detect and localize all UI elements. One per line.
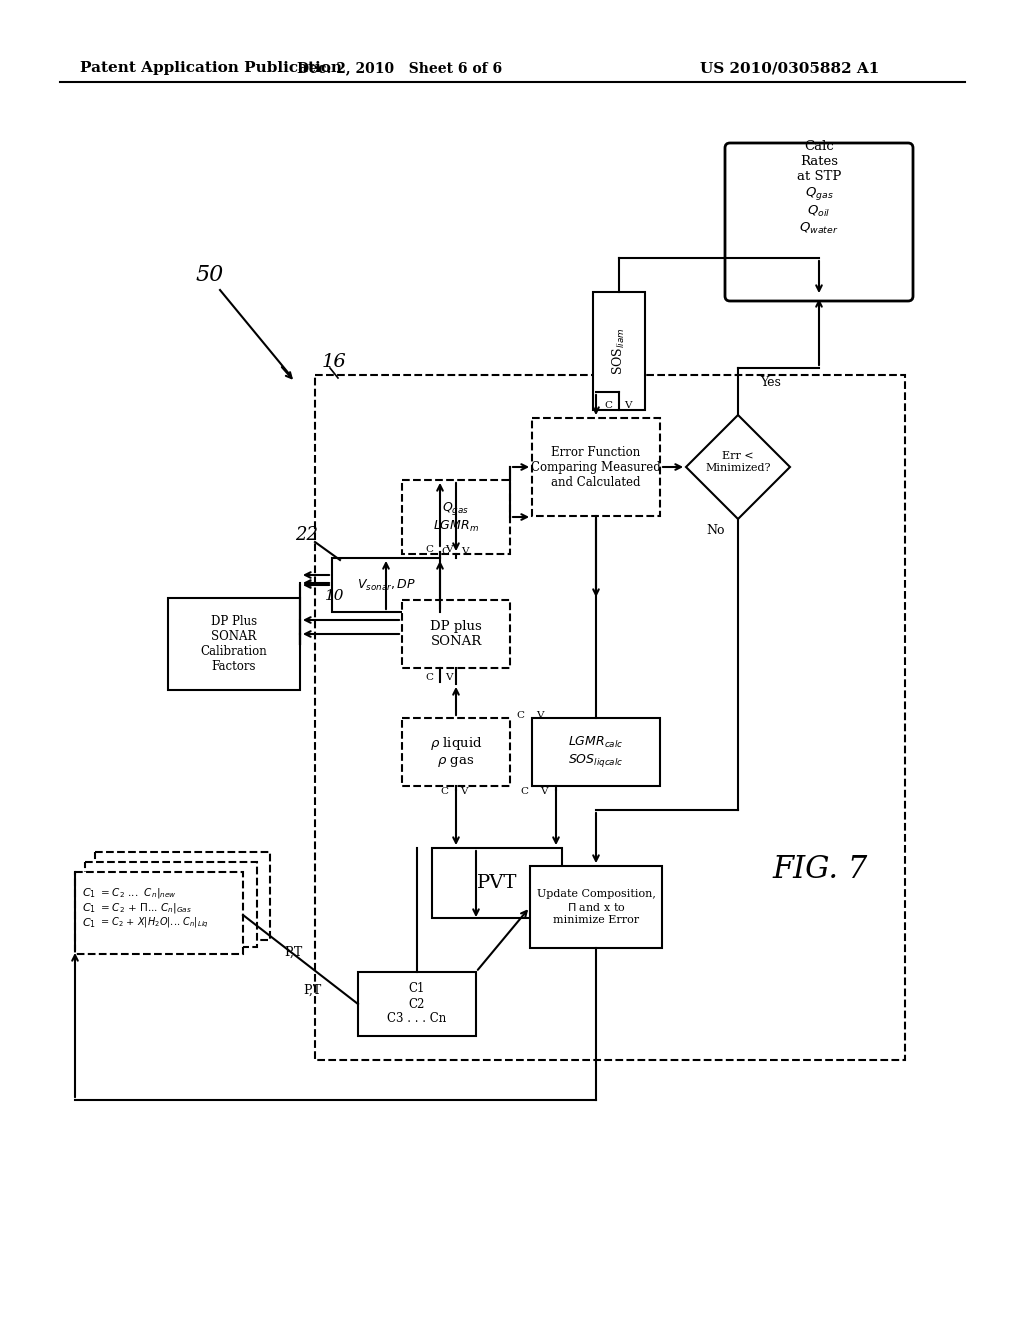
Text: 10: 10 [325,589,344,603]
Text: $V_{sonar},DP$: $V_{sonar},DP$ [356,577,416,593]
Text: P,T: P,T [284,945,302,958]
Text: V: V [624,401,632,411]
Text: C: C [604,401,612,411]
Bar [75,873,243,954]
Text: V: V [461,546,469,556]
Bar [530,866,662,948]
Text: V: V [445,673,453,682]
Text: C: C [441,546,449,556]
Polygon shape [686,414,790,519]
Text: C: C [425,544,433,553]
Bar [168,598,300,690]
Bar [432,847,562,917]
Text: V: V [540,788,548,796]
Bar [85,862,257,946]
Text: Calc
Rates
at STP
$Q_{gas}$
$Q_{oil}$
$Q_{water}$: Calc Rates at STP $Q_{gas}$ $Q_{oil}$ $Q… [797,140,841,236]
Text: Update Composition,
$\Pi$ and x to
minimize Error: Update Composition, $\Pi$ and x to minim… [537,890,655,925]
Text: V: V [536,711,544,721]
Text: DP plus
SONAR: DP plus SONAR [430,620,482,648]
Text: $Q_{gas}$
$LGMR_m$: $Q_{gas}$ $LGMR_m$ [433,500,479,535]
Bar [315,375,905,1060]
Text: = $C_2$ ...  $C_n|_{new}$: = $C_2$ ... $C_n|_{new}$ [100,886,177,900]
Text: $\rho$ liquid
$\rho$ gas: $\rho$ liquid $\rho$ gas [430,735,482,770]
Text: C1
C2
C3 . . . Cn: C1 C2 C3 . . . Cn [387,982,446,1026]
Text: $C_1$: $C_1$ [82,902,96,915]
Text: C: C [425,673,433,682]
Bar [358,972,476,1036]
Text: C: C [516,711,524,721]
Text: C: C [440,788,449,796]
Text: V: V [460,788,468,796]
Text: Err <
Minimized?: Err < Minimized? [706,451,771,473]
Text: $C_1$: $C_1$ [82,916,96,929]
Bar [332,558,440,612]
Text: DP Plus
SONAR
Calibration
Factors: DP Plus SONAR Calibration Factors [201,615,267,673]
Text: Error Function
Comparing Measured
and Calculated: Error Function Comparing Measured and Ca… [531,446,660,488]
Bar [402,718,510,785]
Text: Dec. 2, 2010   Sheet 6 of 6: Dec. 2, 2010 Sheet 6 of 6 [297,61,503,75]
Text: 16: 16 [322,352,347,371]
Text: SOS$_{liam}$: SOS$_{liam}$ [611,327,627,375]
FancyBboxPatch shape [725,143,913,301]
Bar [532,718,660,785]
Bar [593,292,645,411]
Text: FIG. 7: FIG. 7 [772,854,867,886]
Text: Patent Application Publication: Patent Application Publication [80,61,342,75]
Text: = $C_2$ + $\Pi$... $C_n|_{Gas}$: = $C_2$ + $\Pi$... $C_n|_{Gas}$ [100,902,191,915]
Text: $C_1$: $C_1$ [82,886,96,900]
Bar [532,418,660,516]
Bar [402,601,510,668]
Text: = $C_2$ + $X|H_2O|$... $C_n|_{Liq}$: = $C_2$ + $X|H_2O|$... $C_n|_{Liq}$ [100,916,209,931]
Bar [402,480,510,554]
Text: PVT: PVT [477,874,517,892]
Text: No: No [707,524,725,536]
Text: 50: 50 [196,264,224,286]
Text: P,T: P,T [303,983,322,997]
Text: Yes: Yes [760,375,781,388]
Text: US 2010/0305882 A1: US 2010/0305882 A1 [700,61,880,75]
Bar [95,851,270,940]
Text: $LGMR_{calc}$
$SOS_{liqcalc}$: $LGMR_{calc}$ $SOS_{liqcalc}$ [568,735,624,770]
Text: V: V [445,544,453,553]
Text: C: C [520,788,528,796]
Text: 22: 22 [296,525,318,544]
